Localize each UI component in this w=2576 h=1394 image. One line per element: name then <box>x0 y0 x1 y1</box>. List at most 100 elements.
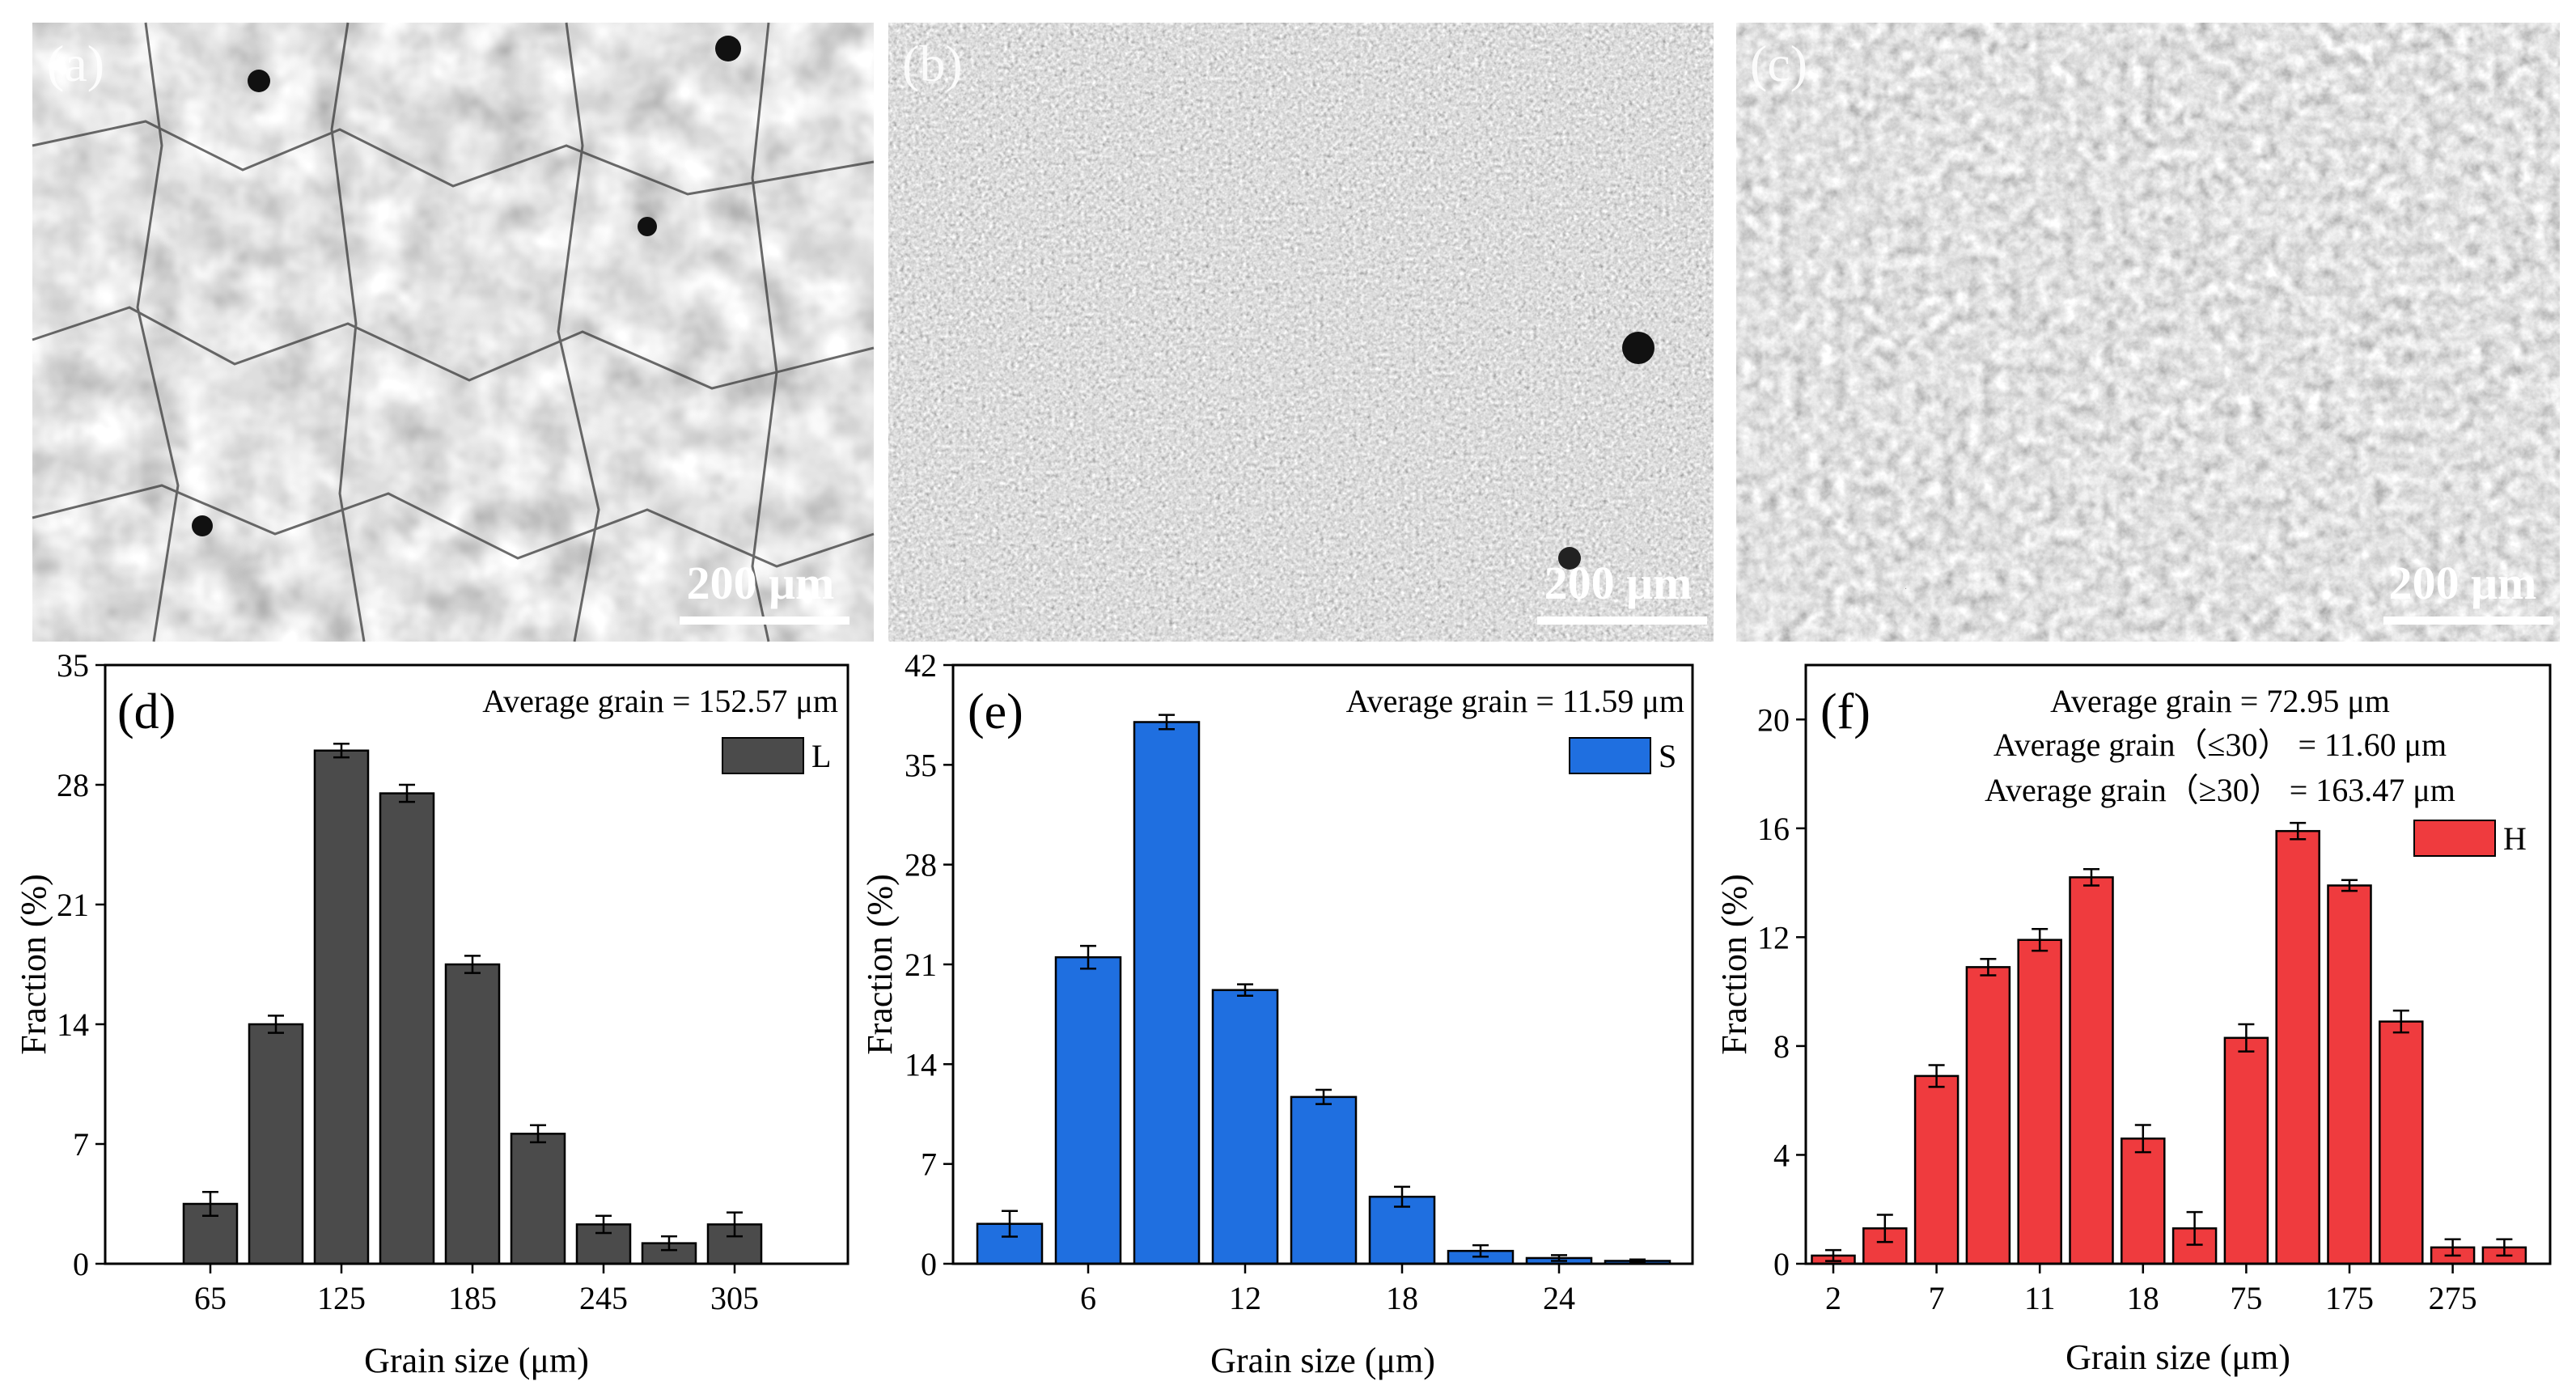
chart-e-ytick-label: 42 <box>905 647 937 684</box>
chart-f-bar <box>1913 1074 1960 1265</box>
chart-e-error-bar <box>1080 944 1096 970</box>
chart-e-error-bar <box>1316 1088 1332 1105</box>
chart-d: 0 7 14 21 28 35 65 125 185 245 305 (d) Average gr… <box>14 647 849 1380</box>
chart-f-xtick-label: 2 <box>1825 1280 1841 1316</box>
chart-f-ylabel: Fraction (%) <box>1714 874 1754 1055</box>
chart-e-error-bar <box>1159 714 1175 731</box>
chart-e-xtick-label: 6 <box>1080 1280 1096 1316</box>
micrograph-a: (a) 200 μm <box>32 22 875 642</box>
chart-e-legend-label: S <box>1659 738 1676 774</box>
chart-e-xtick-label: 12 <box>1229 1280 1261 1316</box>
chart-e-legend-swatch <box>1569 737 1651 774</box>
chart-d-error-bar <box>530 1124 546 1144</box>
chart-d-xtick-label: 305 <box>710 1280 759 1316</box>
chart-d-error-bar <box>333 743 350 759</box>
chart-f-xlabel: Grain size (μm) <box>2065 1337 2290 1377</box>
chart-f-legend-label: H <box>2503 820 2527 857</box>
chart-e-ytick-label: 0 <box>921 1246 937 1282</box>
micrograph-c-texture <box>1736 23 2560 642</box>
chart-f-error-bar <box>2290 821 2307 841</box>
micrograph-b-label: (b) <box>902 35 963 92</box>
chart-f-bar <box>2069 876 2114 1265</box>
chart-d-legend-swatch <box>722 737 804 774</box>
chart-f-error-bar <box>2496 1238 2513 1257</box>
micrograph-b: (b) 200 μm <box>888 23 1714 642</box>
chart-f-error-bar <box>1980 958 1997 977</box>
chart-f-bar <box>2223 1036 2269 1265</box>
micrograph-b-scale-bar <box>1537 616 1707 625</box>
chart-e-bars <box>976 714 1671 1265</box>
chart-d-xtick-label: 125 <box>317 1280 366 1316</box>
chart-f-bars <box>1811 821 2527 1265</box>
chart-d-bar <box>248 1023 304 1265</box>
chart-d-error-bar <box>268 1015 284 1034</box>
chart-f-panel-label: (f) <box>1820 684 1871 739</box>
chart-e-error-bar <box>1629 1258 1646 1264</box>
chart-f-annotation-1: Average grain = 72.95 μm <box>2050 683 2390 719</box>
chart-d-ytick-label: 21 <box>57 887 89 923</box>
micrograph-b-pore <box>1622 332 1654 364</box>
chart-f-ytick-label: 4 <box>1773 1137 1790 1173</box>
chart-f-xtick-label: 11 <box>2024 1280 2056 1316</box>
chart-d-xtick-label: 65 <box>194 1280 227 1316</box>
chart-d-error-bar <box>202 1190 218 1218</box>
chart-e-xticks: 6 12 18 24 <box>1080 1264 1575 1316</box>
chart-f-error-bar <box>2392 1009 2409 1034</box>
chart-e-error-bar <box>1551 1254 1567 1262</box>
chart-d-ylabel: Fraction (%) <box>14 874 53 1055</box>
chart-e-ytick-label: 35 <box>905 747 937 783</box>
chart-d-error-bar <box>399 783 415 803</box>
chart-e-bar <box>1133 721 1201 1265</box>
chart-f-ytick-label: 0 <box>1773 1246 1790 1282</box>
chart-f-xtick-label: 75 <box>2230 1280 2262 1316</box>
chart-f-bar <box>1965 966 2011 1265</box>
chart-d-ytick-label: 0 <box>73 1246 89 1282</box>
chart-f-error-bar <box>2444 1238 2461 1257</box>
micrograph-b-texture <box>888 23 1714 642</box>
chart-f-xtick-label: 18 <box>2127 1280 2159 1316</box>
chart-e: 0 7 14 21 28 35 42 6 12 18 24 (e) Average grain =… <box>860 647 1694 1380</box>
chart-f-error-bar <box>1876 1214 1893 1244</box>
chart-d-xtick-label: 185 <box>448 1280 497 1316</box>
chart-d-bar <box>444 963 501 1265</box>
chart-d-yticks: 0 7 14 21 28 35 <box>57 647 105 1282</box>
chart-f-bar <box>2327 884 2372 1265</box>
chart-d-bar <box>379 792 435 1265</box>
chart-e-xlabel: Grain size (μm) <box>1210 1341 1435 1380</box>
chart-d-panel-label: (d) <box>117 684 176 739</box>
chart-e-error-bar <box>1394 1185 1410 1208</box>
chart-f-yticks: 0 4 8 12 16 20 <box>1757 701 1806 1282</box>
chart-f-annotation-2: Average grain（≤30） = 11.60 μm <box>1993 727 2447 763</box>
micrograph-c: (c) 200 μm <box>1736 23 2560 642</box>
chart-f-error-bar <box>2186 1210 2203 1246</box>
chart-e-ytick-label: 21 <box>905 947 937 983</box>
chart-e-bar <box>1211 989 1279 1265</box>
chart-f-error-bar <box>1928 1064 1945 1088</box>
chart-f-ytick-label: 8 <box>1773 1028 1790 1065</box>
chart-e-ylabel: Fraction (%) <box>860 874 900 1055</box>
chart-d-error-bar <box>661 1235 677 1252</box>
micrograph-b-scale-text: 200 μm <box>1544 557 1693 609</box>
chart-d-bar <box>313 749 370 1265</box>
micrograph-c-scale-bar <box>2383 616 2553 625</box>
chart-e-bar <box>1290 1095 1358 1265</box>
chart-e-xtick-label: 18 <box>1386 1280 1418 1316</box>
micrograph-a-pore <box>192 515 213 536</box>
micrograph-c-scale-text: 200 μm <box>2389 557 2537 609</box>
micrograph-c-label: (c) <box>1750 35 1807 92</box>
chart-f-error-bar <box>2134 1124 2151 1154</box>
chart-d-xlabel: Grain size (μm) <box>364 1341 589 1380</box>
micrograph-a-texture <box>32 23 874 642</box>
chart-f-xticks: 2 7 11 18 75 175 275 <box>1825 1264 2477 1316</box>
chart-d-error-bar <box>595 1214 612 1235</box>
chart-d-xticks: 65 125 185 245 305 <box>194 1264 759 1316</box>
micrograph-a-pore <box>715 36 741 61</box>
chart-d-error-bar <box>727 1211 743 1238</box>
chart-f-error-bar <box>2083 868 2099 887</box>
chart-d-ytick-label: 35 <box>57 647 89 684</box>
chart-d-ytick-label: 28 <box>57 767 89 803</box>
chart-f-ytick-label: 12 <box>1757 919 1790 955</box>
chart-d-annotation: Average grain = 152.57 μm <box>482 683 838 719</box>
chart-d-bars <box>182 743 763 1265</box>
chart-f-ytick-label: 16 <box>1757 811 1790 847</box>
